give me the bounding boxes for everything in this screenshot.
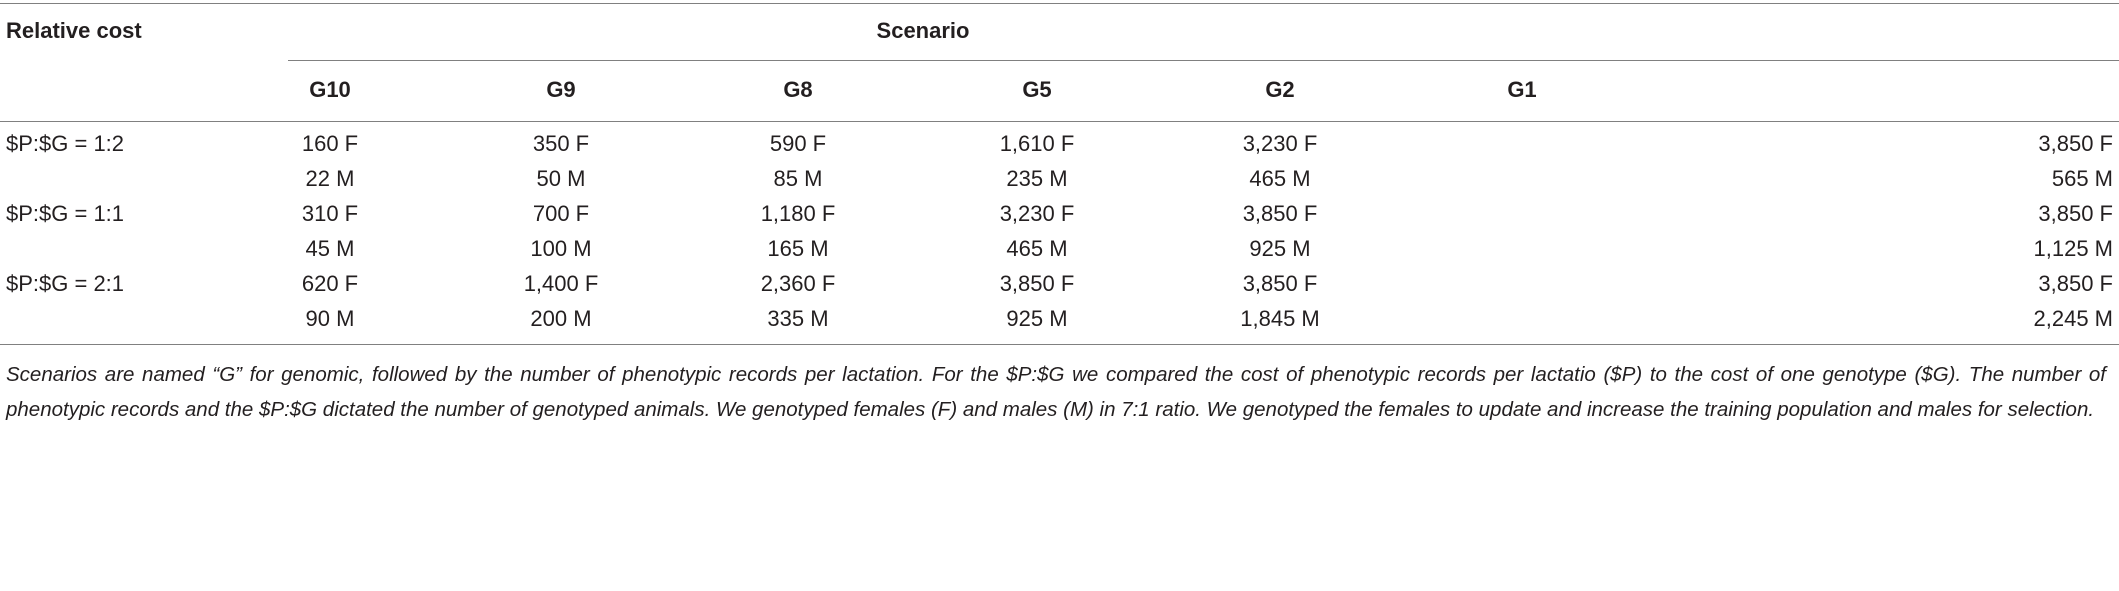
- table-cell: 50 M: [536, 166, 586, 191]
- table-cell: 3,230 F: [999, 201, 1075, 226]
- table-cell: 620 F: [301, 271, 359, 296]
- table-cell: 925 M: [1249, 236, 1311, 261]
- table-cell: 565 M: [2051, 166, 2113, 191]
- relative-cost-header: Relative cost: [6, 18, 142, 43]
- column-header-g5: G5: [1022, 77, 1052, 102]
- table-cell: 2,245 M: [2033, 306, 2114, 331]
- table-cell: 165 M: [767, 236, 829, 261]
- table-cell: 45 M: [305, 236, 355, 261]
- column-header-g2: G2: [1265, 77, 1295, 102]
- table-cell: 1,400 F: [523, 271, 599, 296]
- table-cell: 310 F: [301, 201, 359, 226]
- table-cell: 3,850 F: [1242, 271, 1318, 296]
- header-bottom-rule: [0, 121, 2119, 122]
- table-cell: 3,850 F: [2038, 131, 2113, 156]
- table-bottom-rule: [0, 344, 2119, 345]
- table-cell: 2,360 F: [760, 271, 836, 296]
- table-cell: 3,850 F: [1242, 201, 1318, 226]
- column-header-g8: G8: [783, 77, 813, 102]
- table-cell: 90 M: [305, 306, 355, 331]
- row-label: $P:$G = 2:1: [6, 271, 125, 296]
- table-cell: 925 M: [1006, 306, 1068, 331]
- scenario-header: Scenario: [876, 18, 970, 43]
- table-cell: 700 F: [532, 201, 590, 226]
- table-cell: 100 M: [530, 236, 592, 261]
- table-cell: 465 M: [1249, 166, 1311, 191]
- table-cell: 22 M: [305, 166, 355, 191]
- table-cell: 1,610 F: [999, 131, 1075, 156]
- table-cell: 200 M: [530, 306, 592, 331]
- table-cell: 3,850 F: [2038, 201, 2113, 226]
- table-cell: 590 F: [769, 131, 827, 156]
- table-cell: 3,850 F: [2038, 271, 2113, 296]
- table-cell: 235 M: [1006, 166, 1068, 191]
- table-cell: 1,180 F: [760, 201, 836, 226]
- table-cell: 335 M: [767, 306, 829, 331]
- table-top-rule: [0, 3, 2119, 4]
- table-footnote: Scenarios are named “G” for genomic, fol…: [6, 363, 2106, 421]
- table-cell: 160 F: [301, 131, 359, 156]
- table-cell: 465 M: [1006, 236, 1068, 261]
- table-cell: 3,230 F: [1242, 131, 1318, 156]
- table-cell: 1,845 M: [1240, 306, 1320, 331]
- table-cell: 3,850 F: [999, 271, 1075, 296]
- column-header-g10: G10: [309, 77, 351, 102]
- table-cell: 1,125 M: [2033, 236, 2114, 261]
- table-cell: 85 M: [773, 166, 823, 191]
- scenario-underline: [288, 60, 2119, 61]
- row-label: $P:$G = 1:1: [6, 201, 125, 226]
- column-header-g1: G1: [1507, 77, 1537, 102]
- table-cell: 350 F: [532, 131, 590, 156]
- column-header-g9: G9: [546, 77, 576, 102]
- row-label: $P:$G = 1:2: [6, 131, 125, 156]
